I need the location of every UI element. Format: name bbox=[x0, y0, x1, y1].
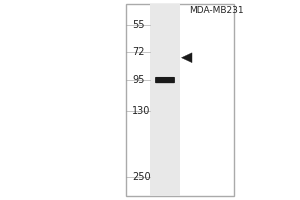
Text: 72: 72 bbox=[132, 47, 145, 57]
FancyBboxPatch shape bbox=[155, 77, 175, 83]
Bar bbox=[126, 4, 234, 196]
Text: 130: 130 bbox=[132, 106, 150, 116]
Text: 95: 95 bbox=[132, 75, 144, 85]
Bar bbox=[150, 4, 180, 196]
Text: 55: 55 bbox=[132, 20, 145, 30]
Text: 250: 250 bbox=[132, 172, 151, 182]
Text: MDA-MB231: MDA-MB231 bbox=[189, 6, 243, 15]
Polygon shape bbox=[182, 53, 192, 63]
